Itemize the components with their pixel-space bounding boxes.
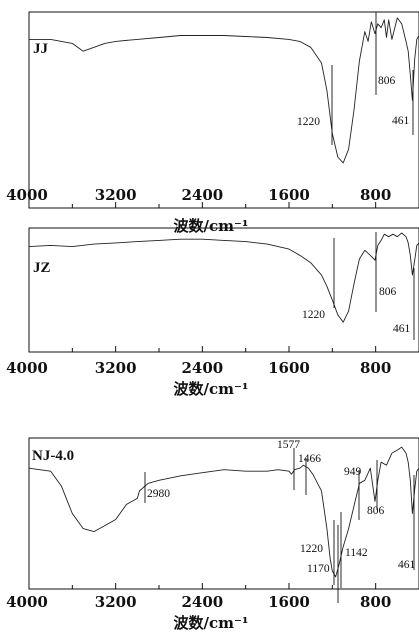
peak-label-806: 806 <box>378 75 396 87</box>
peak-markers <box>333 232 415 340</box>
panel-label: JZ <box>33 260 51 276</box>
panel-jj: JJ 4000 3200 2400 1600 800 波数/cm⁻¹ 1220 806 … <box>6 11 419 235</box>
x-axis-title: 波数/cm⁻¹ <box>174 380 249 398</box>
x-axis-title: 波数/cm⁻¹ <box>174 217 249 235</box>
x-axis-ticks <box>28 202 377 208</box>
peak-label-1220: 1220 <box>297 116 320 128</box>
peak-label-1577: 1577 <box>277 439 300 451</box>
plot-frame <box>28 227 419 353</box>
x-axis-tick-labels: 4000 3200 2400 1600 800 <box>6 359 391 377</box>
x-axis-title: 波数/cm⁻¹ <box>174 614 249 632</box>
x-tick-label: 2400 <box>181 593 223 611</box>
peak-label-949: 949 <box>344 466 362 478</box>
x-tick-label: 800 <box>360 593 391 611</box>
x-tick-label: 2400 <box>181 359 223 377</box>
peak-label-461: 461 <box>398 559 416 571</box>
peak-labels: 1577 1466 2980 949 806 461 1220 1142 117… <box>147 439 416 575</box>
x-tick-label: 4000 <box>6 359 48 377</box>
plot-frame <box>28 11 419 209</box>
x-tick-label: 4000 <box>6 186 48 204</box>
peak-labels: 1220 806 461 <box>302 286 411 335</box>
x-axis-tick-labels: 4000 3200 2400 1600 800 <box>6 186 391 204</box>
peak-label-461: 461 <box>393 323 411 335</box>
peak-label-1466: 1466 <box>298 453 321 465</box>
peak-label-1142: 1142 <box>345 547 368 559</box>
x-tick-label: 2400 <box>181 186 223 204</box>
spectrum-line-jj <box>29 17 419 164</box>
panel-jz: JZ 4000 3200 2400 1600 800 波数/cm⁻¹ 1220 806 … <box>6 227 419 398</box>
x-axis-ticks <box>28 583 377 589</box>
x-tick-label: 3200 <box>95 186 137 204</box>
x-tick-label: 1600 <box>268 359 310 377</box>
peak-label-1170: 1170 <box>307 563 330 575</box>
panel-label: NJ-4.0 <box>32 448 74 464</box>
x-tick-label: 1600 <box>268 186 310 204</box>
peak-labels: 1220 806 461 <box>297 75 410 128</box>
peak-markers <box>331 12 414 145</box>
x-tick-label: 4000 <box>6 593 48 611</box>
x-axis-ticks <box>28 346 377 352</box>
plot-frame <box>28 437 419 590</box>
panel-label: JJ <box>33 41 49 57</box>
peak-markers <box>144 448 415 603</box>
x-tick-label: 1600 <box>268 593 310 611</box>
peak-label-2980: 2980 <box>147 488 170 500</box>
panel-nj: NJ-4.0 4000 3200 2400 1600 800 波数/cm⁻¹ 1577 … <box>6 437 419 632</box>
spectrum-line-nj <box>28 446 419 578</box>
x-tick-label: 800 <box>360 186 391 204</box>
peak-label-1220: 1220 <box>300 543 323 555</box>
x-tick-label: 3200 <box>95 359 137 377</box>
x-tick-label: 3200 <box>95 593 137 611</box>
x-tick-label: 800 <box>360 359 391 377</box>
x-axis-tick-labels: 4000 3200 2400 1600 800 <box>6 593 391 611</box>
peak-label-1220: 1220 <box>302 309 325 321</box>
peak-label-806: 806 <box>379 286 397 298</box>
peak-label-461: 461 <box>392 115 410 127</box>
peak-label-806: 806 <box>367 505 385 517</box>
spectrum-line-jz <box>28 232 419 323</box>
